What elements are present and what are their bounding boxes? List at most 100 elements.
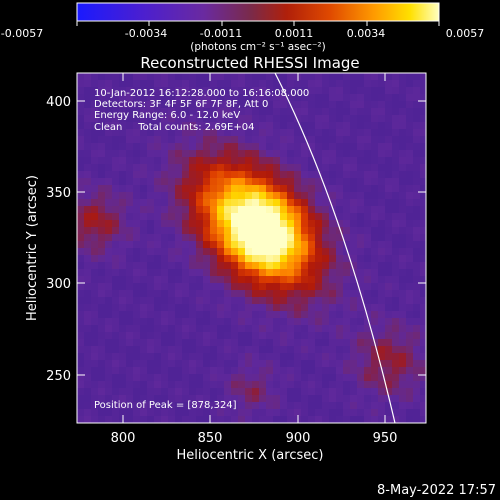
image-pixel	[77, 332, 85, 340]
image-pixel	[273, 262, 281, 270]
image-pixel	[119, 122, 127, 130]
image-pixel	[154, 129, 162, 137]
image-pixel	[364, 73, 372, 81]
image-pixel	[112, 129, 120, 137]
image-pixel	[231, 73, 239, 81]
image-pixel	[154, 241, 162, 249]
image-pixel	[399, 395, 407, 403]
image-pixel	[175, 332, 183, 340]
image-pixel	[112, 101, 120, 109]
image-pixel	[161, 367, 169, 375]
image-pixel	[287, 297, 295, 305]
image-pixel	[105, 87, 113, 95]
image-pixel	[378, 199, 386, 207]
colorbar-tick-label: 0.0034	[347, 27, 386, 40]
image-pixel	[119, 325, 127, 333]
image-pixel	[336, 115, 344, 123]
image-pixel	[203, 157, 211, 165]
image-pixel	[84, 136, 92, 144]
image-pixel	[280, 178, 288, 186]
image-pixel	[196, 122, 204, 130]
image-pixel	[406, 206, 414, 214]
image-pixel	[350, 199, 358, 207]
image-pixel	[399, 416, 407, 423]
image-pixel	[161, 234, 169, 242]
image-pixel	[119, 388, 127, 396]
image-pixel	[91, 101, 99, 109]
image-pixel	[280, 143, 288, 151]
image-pixel	[371, 388, 379, 396]
image-pixel	[322, 143, 330, 151]
image-pixel	[147, 248, 155, 256]
image-pixel	[175, 136, 183, 144]
image-pixel	[343, 353, 351, 361]
image-pixel	[147, 290, 155, 298]
image-pixel	[308, 374, 316, 382]
image-pixel	[126, 374, 134, 382]
image-pixel	[245, 206, 253, 214]
image-pixel	[119, 255, 127, 263]
image-pixel	[84, 332, 92, 340]
image-pixel	[217, 101, 225, 109]
image-pixel	[175, 220, 183, 228]
image-pixel	[280, 164, 288, 172]
image-pixel	[203, 353, 211, 361]
image-pixel	[133, 234, 141, 242]
image-pixel	[217, 402, 225, 410]
image-pixel	[308, 73, 316, 81]
image-pixel	[385, 115, 393, 123]
image-pixel	[238, 143, 246, 151]
image-pixel	[357, 129, 365, 137]
image-pixel	[217, 381, 225, 389]
image-pixel	[266, 157, 274, 165]
image-pixel	[77, 283, 85, 291]
image-pixel	[182, 87, 190, 95]
image-pixel	[189, 360, 197, 368]
image-pixel	[378, 108, 386, 116]
image-pixel	[259, 213, 267, 221]
image-pixel	[329, 262, 337, 270]
image-pixel	[231, 269, 239, 277]
image-pixel	[196, 332, 204, 340]
image-pixel	[98, 143, 106, 151]
image-pixel	[98, 353, 106, 361]
image-pixel	[217, 374, 225, 382]
image-pixel	[329, 213, 337, 221]
image-pixel	[105, 332, 113, 340]
image-pixel	[308, 87, 316, 95]
image-pixel	[336, 262, 344, 270]
image-pixel	[315, 318, 323, 326]
image-pixel	[371, 248, 379, 256]
image-pixel	[259, 220, 267, 228]
image-pixel	[252, 388, 260, 396]
image-pixel	[259, 402, 267, 410]
image-pixel	[406, 80, 414, 88]
image-pixel	[406, 409, 414, 417]
image-pixel	[420, 157, 426, 165]
image-pixel	[105, 143, 113, 151]
image-pixel	[154, 262, 162, 270]
image-pixel	[175, 374, 183, 382]
image-pixel	[301, 402, 309, 410]
image-pixel	[231, 115, 239, 123]
image-pixel	[126, 108, 134, 116]
image-pixel	[406, 346, 414, 354]
image-pixel	[357, 409, 365, 417]
image-pixel	[154, 150, 162, 158]
image-pixel	[154, 206, 162, 214]
image-pixel	[343, 199, 351, 207]
image-pixel	[175, 395, 183, 403]
image-pixel	[210, 213, 218, 221]
image-pixel	[105, 227, 113, 235]
image-pixel	[210, 416, 218, 423]
image-pixel	[399, 122, 407, 130]
image-pixel	[308, 262, 316, 270]
image-pixel	[350, 276, 358, 284]
image-pixel	[119, 346, 127, 354]
image-pixel	[357, 164, 365, 172]
image-pixel	[371, 80, 379, 88]
image-pixel	[175, 353, 183, 361]
image-pixel	[175, 416, 183, 423]
image-pixel	[245, 360, 253, 368]
image-pixel	[406, 248, 414, 256]
